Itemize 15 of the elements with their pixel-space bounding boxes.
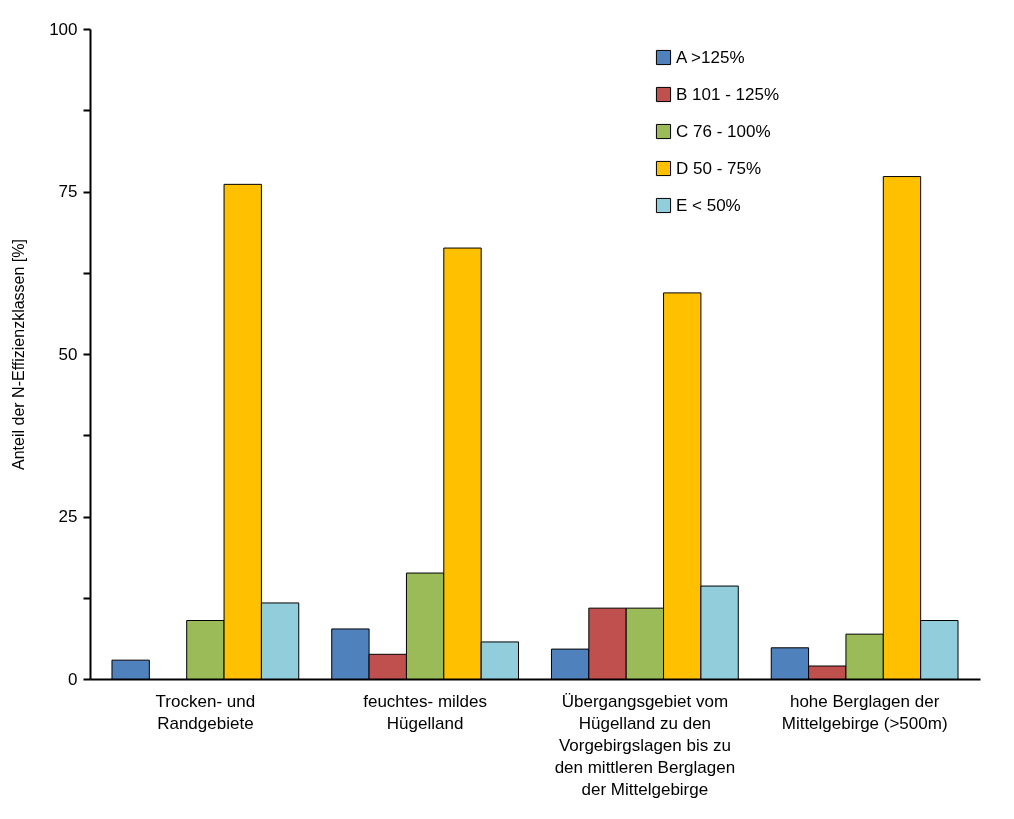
y-tick-label: 25: [58, 507, 78, 526]
x-tick-label: hohe Berglagen der Mittelgebirge (>500m): [781, 691, 948, 733]
y-axis-title: Anteil der N-Effizienzklassen [%]: [10, 239, 28, 470]
legend-label: A >125%: [676, 47, 745, 67]
x-tick-label: feuchtes- mildes Hügelland: [363, 691, 488, 733]
y-tick-label: 50: [58, 344, 78, 364]
y-tick-label: 100: [49, 19, 78, 39]
legend-label: E < 50%: [676, 195, 741, 215]
x-tick-label: Übergangsgebiet vom Hügelland zu den Vorgebirgslagen bis zu den mittleren Berglagen der Mittelgebirge: [554, 691, 736, 799]
legend-label: B 101 - 125%: [676, 84, 780, 104]
y-tick-label: 0: [68, 669, 78, 689]
y-tick-label: 75: [58, 182, 78, 201]
legend-label: D 50 - 75%: [676, 158, 762, 178]
legend-label: C 76 - 100%: [676, 121, 771, 141]
x-tick-label: Trocken- und Randgebiete: [155, 691, 256, 733]
